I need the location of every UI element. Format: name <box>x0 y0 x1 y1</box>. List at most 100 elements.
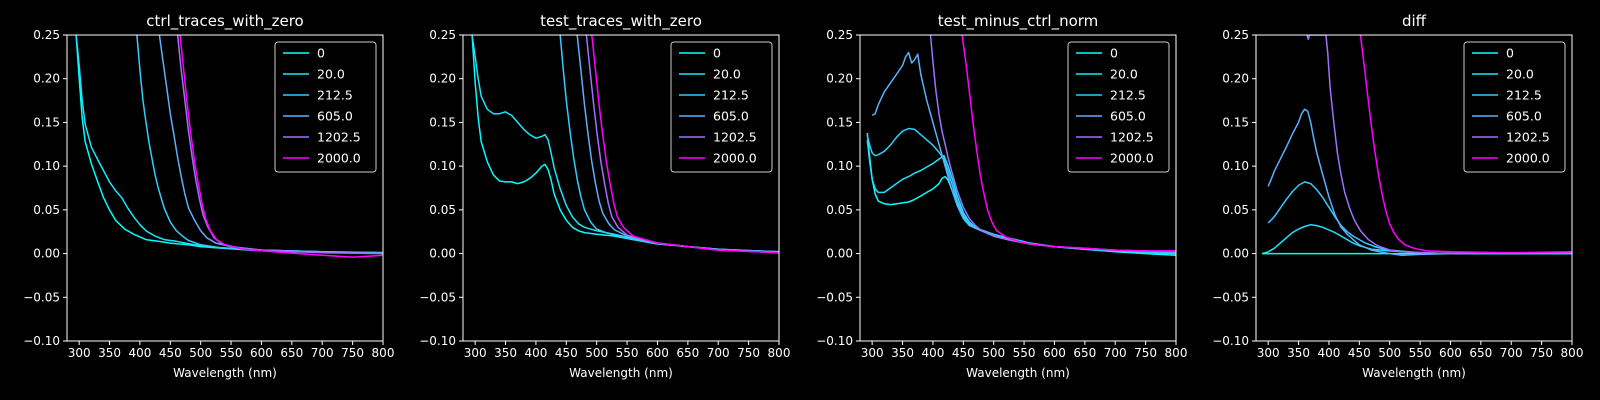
legend-entry: 605.0 <box>1110 109 1146 124</box>
y-tick-label: 0.20 <box>826 72 853 86</box>
legend-entry: 0 <box>713 46 721 61</box>
x-tick-label: 400 <box>128 346 151 360</box>
panel-1: ctrl_traces_with_zero 300 350 400 450 500 550 6… <box>23 12 394 380</box>
series-group <box>1261 35 1572 257</box>
x-tick-label: 550 <box>1013 346 1036 360</box>
chart-title: test_traces_with_zero <box>540 12 702 31</box>
x-tick-label: 750 <box>737 346 760 360</box>
x-tick-label: 500 <box>585 346 608 360</box>
legend: 0 20.0 212.5 605.0 1202.5 2000.0 <box>1067 41 1170 173</box>
y-tick-label: 0.15 <box>33 115 60 129</box>
legend-entry: 20.0 <box>1506 67 1534 82</box>
legend-entry: 212.5 <box>1110 88 1146 103</box>
legend-entry: 2000.0 <box>1506 151 1550 166</box>
x-tick-label: 800 <box>768 346 791 360</box>
y-tick-label: 0.05 <box>33 203 60 217</box>
series-line-1202.5 <box>176 35 383 255</box>
legend-entry: 2000.0 <box>1110 151 1154 166</box>
x-tick-label: 600 <box>646 346 669 360</box>
x-tick-label: 400 <box>524 346 547 360</box>
y-tick-label: 0.20 <box>33 72 60 86</box>
x-tick-label: 600 <box>250 346 273 360</box>
x-tick-label: 300 <box>68 346 91 360</box>
x-tick-label: 800 <box>372 346 395 360</box>
legend-entry: 1202.5 <box>713 130 757 145</box>
x-tick-label: 300 <box>1257 346 1280 360</box>
x-axis-label: Wavelength (nm) <box>966 366 1070 380</box>
legend: 0 20.0 212.5 605.0 1202.5 2000.0 <box>670 41 773 173</box>
x-tick-label: 350 <box>494 346 517 360</box>
legend-entry: 212.5 <box>1506 88 1542 103</box>
legend-entry: 212.5 <box>317 88 353 103</box>
y-tick-label: 0.00 <box>429 247 456 261</box>
y-tick-label: 0.05 <box>429 203 456 217</box>
x-tick-label: 550 <box>616 346 639 360</box>
legend-entry: 0 <box>317 46 325 61</box>
legend-entry: 1202.5 <box>317 130 361 145</box>
y-tick-label: 0.10 <box>429 159 456 173</box>
y-tick-label: 0.10 <box>826 159 853 173</box>
y-tick-label: 0.10 <box>1222 159 1249 173</box>
plot-frame <box>462 34 780 342</box>
panel-2: test_traces_with_zero 300 350 400 450 500 550 6… <box>419 12 790 380</box>
legend: 0 20.0 212.5 605.0 1202.5 2000.0 <box>274 41 377 173</box>
x-axis-label: Wavelength (nm) <box>1362 366 1466 380</box>
series-group <box>75 35 383 258</box>
legend-entry: 20.0 <box>317 67 345 82</box>
plot-frame <box>66 34 384 342</box>
legend-entry: 2000.0 <box>713 151 757 166</box>
series-line-605.0 <box>1267 108 1572 257</box>
x-axis-label: Wavelength (nm) <box>569 366 673 380</box>
x-tick-label: 650 <box>280 346 303 360</box>
y-tick-label: 0.00 <box>1222 247 1249 261</box>
x-tick-label: 750 <box>1134 346 1157 360</box>
x-tick-label: 600 <box>1043 346 1066 360</box>
x-tick-label: 700 <box>1500 346 1523 360</box>
y-tick-label: 0.15 <box>429 115 456 129</box>
x-tick-label: 650 <box>1073 346 1096 360</box>
legend-entry: 605.0 <box>713 109 749 124</box>
y-tick-label: 0.20 <box>1222 72 1249 86</box>
series-line-2000.0 <box>591 35 779 254</box>
series-group <box>471 35 779 254</box>
y-tick-label: 0.20 <box>429 72 456 86</box>
y-tick-label: 0.25 <box>826 28 853 42</box>
legend-entry: 20.0 <box>713 67 741 82</box>
x-tick-label: 500 <box>189 346 212 360</box>
legend-entry: 1202.5 <box>1110 130 1154 145</box>
y-tick-label: 0.10 <box>33 159 60 173</box>
series-line-1202.5 <box>1306 35 1572 255</box>
y-tick-label: 0.15 <box>826 115 853 129</box>
y-tick-label: 0.05 <box>826 203 853 217</box>
x-tick-label: 550 <box>1409 346 1432 360</box>
plot-frame <box>1255 34 1573 342</box>
x-tick-label: 700 <box>1104 346 1127 360</box>
legend-entry: 0 <box>1110 46 1118 61</box>
series-line-20.0 <box>471 35 779 253</box>
legend: 0 20.0 212.5 605.0 1202.5 2000.0 <box>1463 41 1566 173</box>
series-line-2000.0 <box>961 35 1176 252</box>
y-tick-label: −0.05 <box>23 290 60 304</box>
y-tick-label: −0.05 <box>1212 290 1249 304</box>
series-line-212.5 <box>136 35 383 254</box>
x-tick-label: 450 <box>555 346 578 360</box>
x-tick-label: 550 <box>220 346 243 360</box>
y-tick-label: −0.10 <box>419 334 456 348</box>
series-group <box>866 35 1176 257</box>
x-tick-label: 450 <box>1348 346 1371 360</box>
y-tick-label: −0.10 <box>1212 334 1249 348</box>
legend-entry: 605.0 <box>317 109 353 124</box>
x-tick-label: 650 <box>1469 346 1492 360</box>
legend-entry: 0 <box>1506 46 1514 61</box>
x-tick-label: 300 <box>464 346 487 360</box>
x-tick-label: 700 <box>311 346 334 360</box>
y-tick-label: −0.05 <box>816 290 853 304</box>
legend-entry: 212.5 <box>713 88 749 103</box>
x-tick-label: 600 <box>1439 346 1462 360</box>
plot-frame <box>859 34 1177 342</box>
x-tick-label: 400 <box>921 346 944 360</box>
x-tick-label: 450 <box>159 346 182 360</box>
legend-entry: 1202.5 <box>1506 130 1550 145</box>
legend-entry: 605.0 <box>1506 109 1542 124</box>
